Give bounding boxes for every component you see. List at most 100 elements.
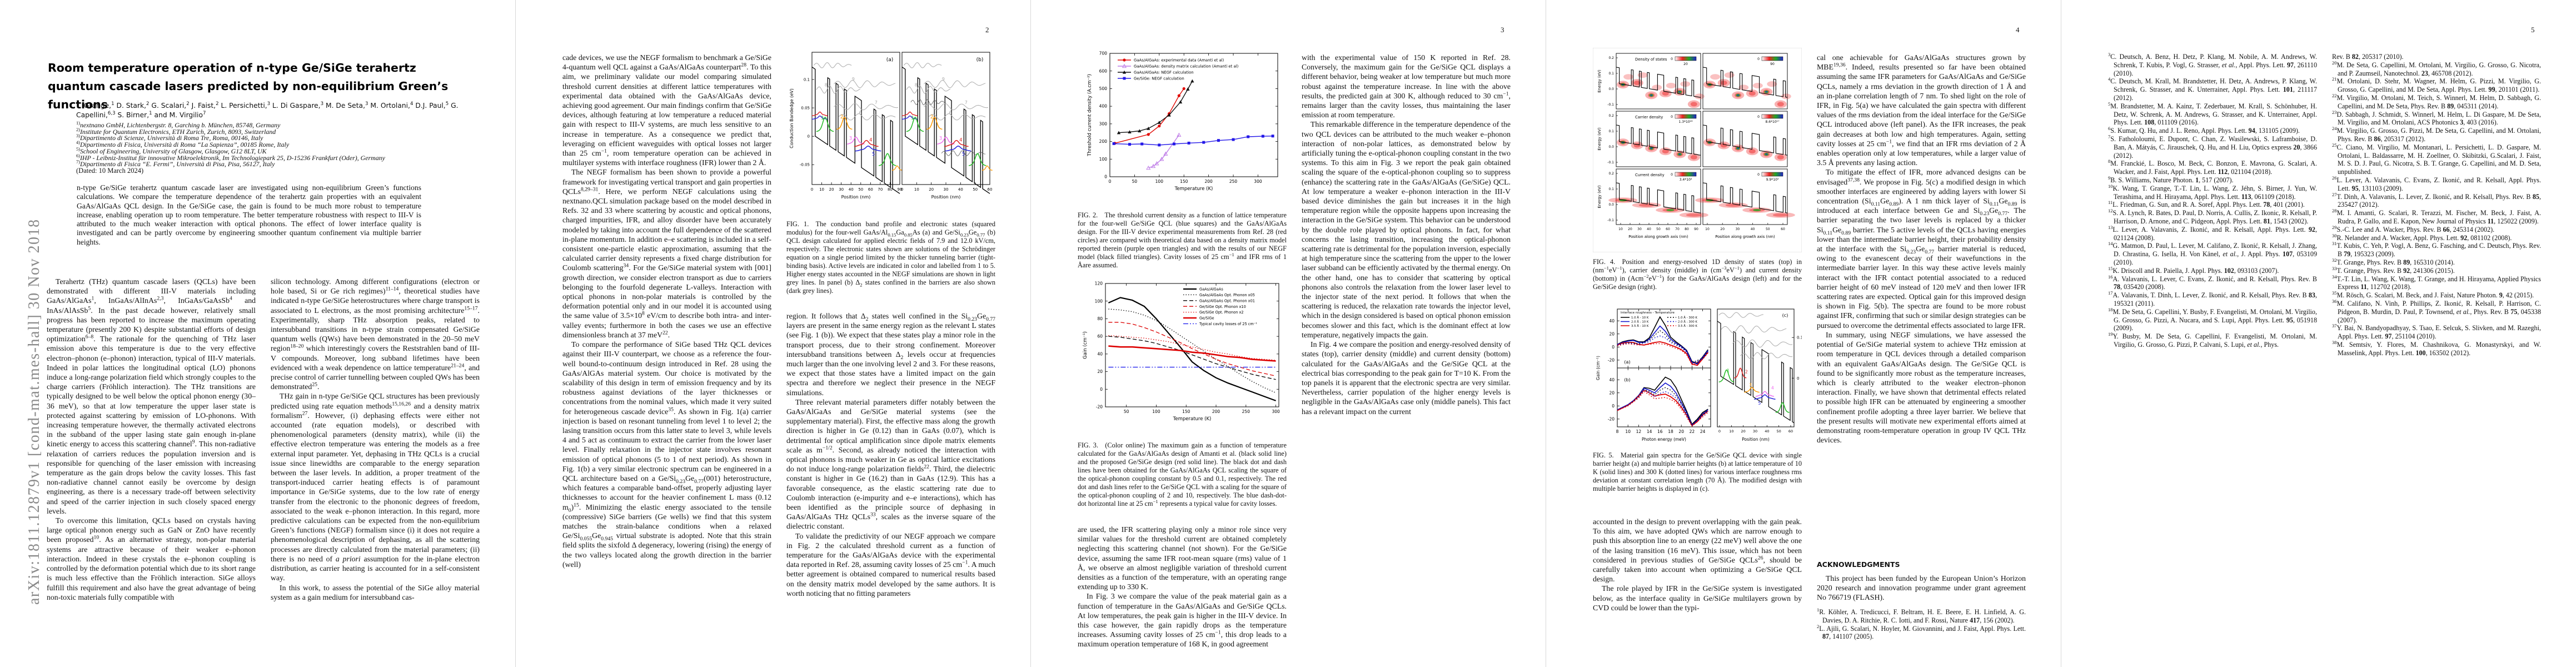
svg-text:Gain (cm⁻¹): Gain (cm⁻¹) <box>1596 356 1601 380</box>
svg-text:Temperature (K): Temperature (K) <box>1173 416 1212 422</box>
reference-item: 14G. Matmon, D. Paul, L. Lever, M. Calif… <box>2108 241 2317 266</box>
svg-text:0.1: 0.1 <box>1797 336 1802 340</box>
svg-text:16: 16 <box>1657 429 1663 434</box>
paragraph: In this work, to assess the potential of… <box>271 583 480 601</box>
svg-text:150: 150 <box>1180 179 1188 184</box>
reference-item: 34T.-T. Lin, L. Wang, K. Wang, T. Grange… <box>2332 273 2541 291</box>
figure-4-caption: FIG. 4. Position and energy-resolved 1D … <box>1593 258 1802 291</box>
svg-text:250: 250 <box>1229 179 1238 184</box>
svg-text:20: 20 <box>1628 227 1632 231</box>
svg-text:-0.1: -0.1 <box>1607 218 1614 222</box>
page-number: 2 <box>985 26 989 34</box>
svg-text:700: 700 <box>1099 51 1108 56</box>
svg-text:2: 2 <box>840 115 843 120</box>
svg-text:60: 60 <box>868 187 873 192</box>
figure-1-caption: FIG. 1. The conduction band profile and … <box>786 220 996 295</box>
svg-text:10: 10 <box>1618 227 1623 231</box>
figure-4-density-maps: 0 20 Density of states 0.2 0.1 0.0 -0.1 Energy … <box>1593 48 1802 252</box>
svg-text:9: 9 <box>852 77 855 82</box>
svg-text:0.2: 0.2 <box>1608 114 1614 118</box>
svg-text:0: 0 <box>1100 387 1103 392</box>
reference-item: 27T. Dinh, A. Valavanis, L. Lever, Z. Ik… <box>2332 191 2541 209</box>
page-4: 4 0 20 Density of states 0.2 0.1 0.0 -0.1 Energ… <box>1546 0 2061 667</box>
svg-text:100: 100 <box>1155 179 1164 184</box>
author-list: T. Grange,1 D. Stark,2 G. Scalari,2 J. F… <box>76 101 459 119</box>
svg-text:40: 40 <box>1751 227 1755 231</box>
svg-text:Density of states: Density of states <box>1635 57 1667 62</box>
svg-text:2: 2 <box>930 115 933 120</box>
svg-text:7: 7 <box>875 100 878 105</box>
svg-text:0.05: 0.05 <box>801 106 810 111</box>
svg-text:0: 0 <box>901 187 903 192</box>
paper-title: Room temperature operation of n-type Ge/… <box>48 61 449 111</box>
paragraph: 6)IHP - Leibniz-Institut für innovative … <box>76 153 385 162</box>
svg-text:50: 50 <box>1766 227 1770 231</box>
svg-text:0.1: 0.1 <box>1608 187 1614 191</box>
svg-text:Energy (eV): Energy (eV) <box>1597 185 1602 208</box>
svg-text:2.0 Å - 300 K: 2.0 Å - 300 K <box>1678 320 1697 324</box>
svg-text:90: 90 <box>1694 227 1698 231</box>
svg-text:3: 3 <box>1749 382 1752 387</box>
page-number: 4 <box>2016 26 2020 34</box>
svg-text:30: 30 <box>944 187 949 192</box>
reference-item: 3C. Deutsch, A. Benz, H. Detz, P. Klang,… <box>2108 53 2317 77</box>
paragraph: To overcome this limitation, QCLs based … <box>47 516 256 601</box>
svg-text:Position (nm): Position (nm) <box>1742 437 1770 442</box>
figure-2-threshold-chart: 0 50 100 150 200 250 300 0 100 200 300 400 500 600 700… <box>1087 51 1278 192</box>
paragraph: 7)Dipartimento di Fisica “E. Fermi”, Uni… <box>76 160 275 168</box>
svg-text:-20: -20 <box>1608 416 1615 421</box>
reference-item: 32T. Grange, Phys. Rev. B 89, 165310 (20… <box>2332 257 2455 266</box>
reference-item: 11L. Friedman, G. Sun, and R. A. Soref, … <box>2108 200 2305 209</box>
paragraph: 3)Dipartimento di Scienze, Università di… <box>76 133 263 142</box>
svg-text:1: 1 <box>1727 369 1730 374</box>
svg-text:50: 50 <box>1132 179 1138 184</box>
svg-text:0: 0 <box>1671 115 1673 119</box>
svg-text:2: 2 <box>1745 370 1748 375</box>
page-5: 5 3C. Deutsch, A. Benz, H. Detz, P. Klan… <box>2061 0 2576 667</box>
svg-text:0: 0 <box>1671 57 1673 61</box>
svg-text:20: 20 <box>1678 429 1684 434</box>
svg-text:Photon energy (meV): Photon energy (meV) <box>1642 437 1686 442</box>
abstract: n-type Ge/SiGe terahertz quantum cascade… <box>77 183 421 246</box>
svg-text:150: 150 <box>1182 409 1190 414</box>
svg-text:5: 5 <box>872 152 875 157</box>
svg-text:Current density: Current density <box>1635 173 1665 177</box>
figure-2-caption: FIG. 2. The threshold current density as… <box>1078 211 1287 269</box>
svg-text:GaAs/AlGaAs: NEGF calculation: GaAs/AlGaAs: NEGF calculation <box>1134 71 1194 75</box>
svg-text:0.1: 0.1 <box>1608 130 1614 133</box>
svg-text:60: 60 <box>1097 334 1103 339</box>
svg-text:GaAs/AlGaAs: GaAs/AlGaAs <box>1199 287 1223 292</box>
svg-text:0: 0 <box>1757 115 1760 119</box>
svg-text:9.9*10³: 9.9*10³ <box>1766 178 1779 182</box>
svg-text:Energy (eV): Energy (eV) <box>1597 69 1602 93</box>
svg-text:8.6*10¹⁷: 8.6*10¹⁷ <box>1766 120 1780 124</box>
paragraph: To mitigate the effect of IFR, more adva… <box>1817 168 2026 330</box>
svg-text:30: 30 <box>1637 227 1642 231</box>
paragraph: The NEGF formalism has been shown to pro… <box>562 168 771 339</box>
figure-5-caption: FIG. 5. Material gain spectra for the Ge… <box>1593 451 1802 492</box>
reference-item: 35M. Rösch, G. Scalari, M. Beck, and J. … <box>2332 290 2534 300</box>
svg-text:-0.1: -0.1 <box>1607 103 1614 107</box>
reference-item: 20M. De Seta, G. Capellini, M. Ortolani,… <box>2332 59 2541 77</box>
paragraph: This remarkable difference in the temper… <box>1302 120 1511 339</box>
paragraph: 5)School of Engineering, University of G… <box>76 146 267 155</box>
page-2: 2 cade devices, we use the NEGF formalis… <box>515 0 1030 667</box>
svg-text:8: 8 <box>1616 429 1619 434</box>
svg-text:40: 40 <box>1097 351 1103 356</box>
svg-text:6: 6 <box>949 110 951 115</box>
svg-text:0: 0 <box>1612 345 1615 350</box>
reference-item: 23D. Sabbagh, J. Schmidt, S. Winnerl, M.… <box>2332 109 2541 127</box>
svg-text:0.0: 0.0 <box>1608 203 1614 207</box>
acknowledgments-heading: ACKNOWLEDGMENTS <box>1817 560 1900 569</box>
svg-text:3.4*10⁴: 3.4*10⁴ <box>1680 178 1692 182</box>
svg-text:20: 20 <box>1720 227 1725 231</box>
svg-text:0: 0 <box>811 187 813 192</box>
svg-text:3: 3 <box>939 136 942 141</box>
svg-text:0: 0 <box>1718 429 1721 434</box>
reference-item: 29S.-C. Lee and A. Wacker, Phys. Rev. B … <box>2332 224 2495 233</box>
svg-text:4: 4 <box>869 138 872 143</box>
paragraph: This project has been funded by the Euro… <box>1817 574 2026 602</box>
svg-text:100: 100 <box>1099 157 1108 162</box>
svg-text:GaAs/AlGaAs Opt. Phonon x01: GaAs/AlGaAs Opt. Phonon x01 <box>1199 298 1255 303</box>
